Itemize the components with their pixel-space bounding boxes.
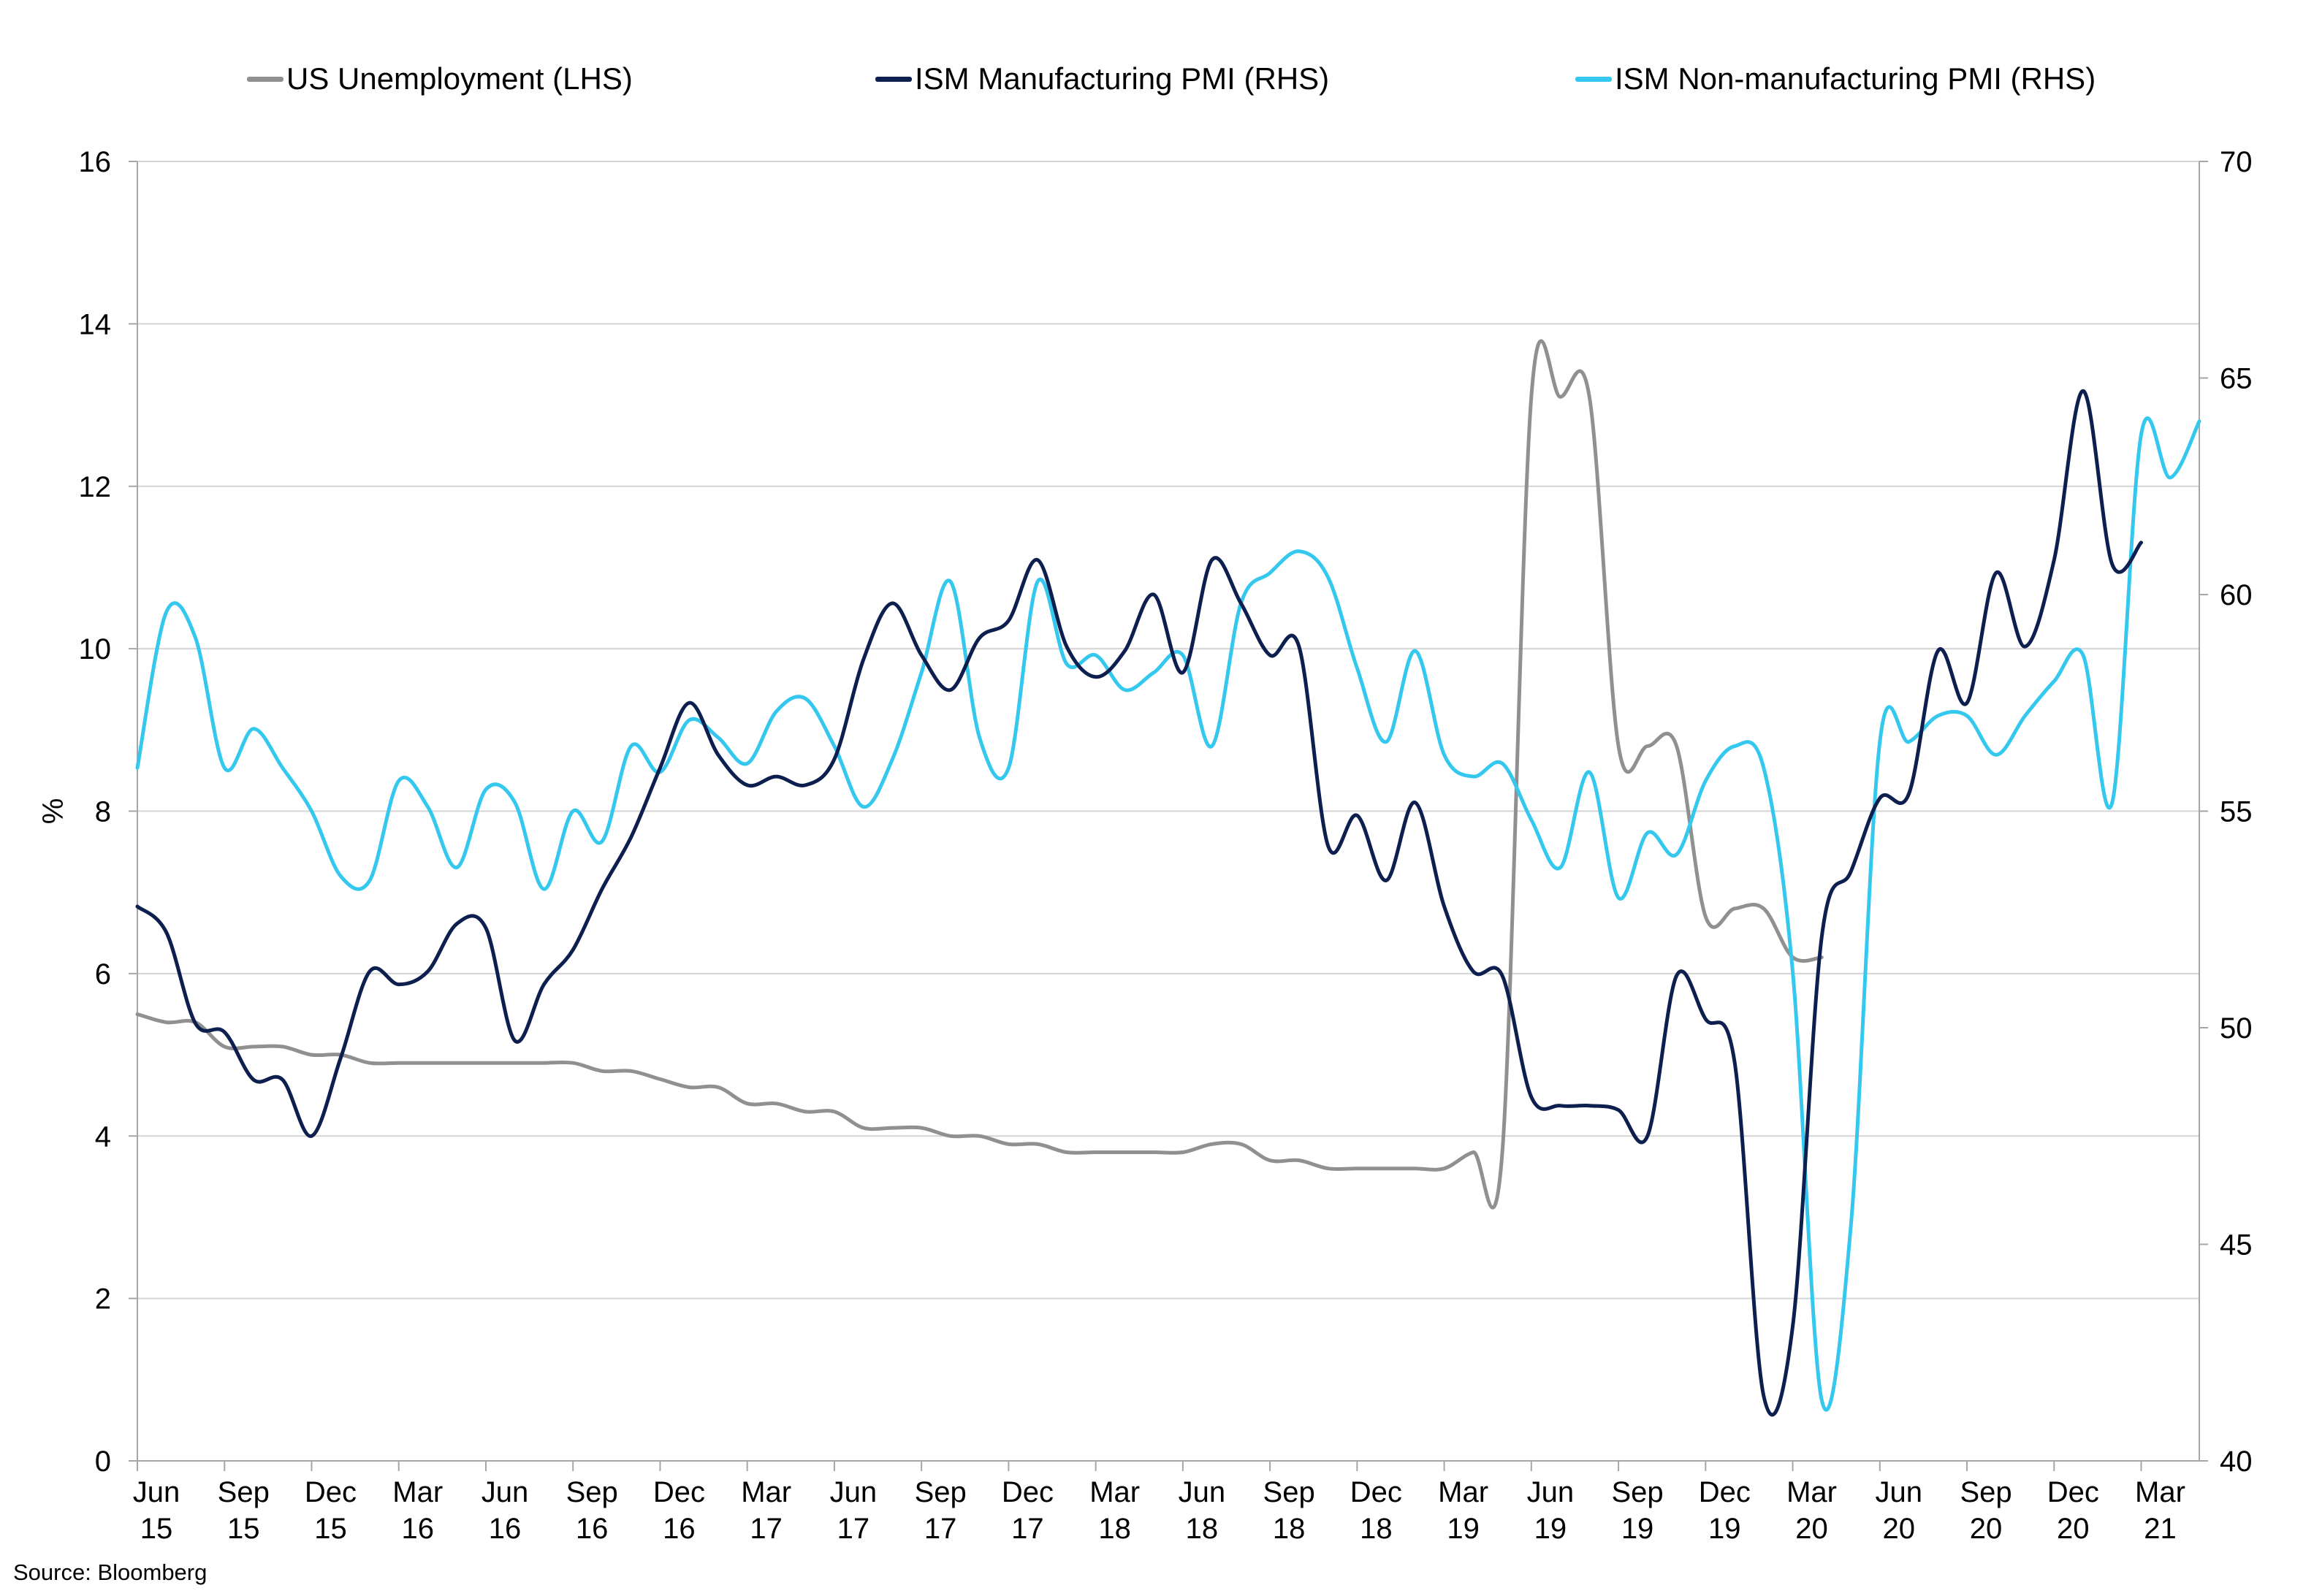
x-tick-label-month: Sep: [1611, 1476, 1663, 1508]
x-tick-label-year: 17: [837, 1513, 870, 1545]
x-tick-label-month: Mar: [2135, 1476, 2185, 1508]
x-tick-label-year: 16: [489, 1513, 522, 1545]
y-right-tick-label: 45: [2220, 1229, 2253, 1261]
x-tick-label-month: Sep: [218, 1476, 270, 1508]
x-tick-label-year: 17: [1011, 1513, 1044, 1545]
x-tick-label-year: 18: [1360, 1513, 1393, 1545]
legend-item-non-manufacturing: ISM Non-manufacturing PMI (RHS): [1575, 57, 2096, 101]
y-right-tick-label: 40: [2220, 1446, 2253, 1478]
y-left-tick-label: 0: [95, 1446, 111, 1478]
x-tick-label-year: 17: [924, 1513, 957, 1545]
y-left-tick-label: 14: [79, 308, 112, 340]
x-tick-label-year: 19: [1621, 1513, 1654, 1545]
x-tick-label-year: 16: [576, 1513, 609, 1545]
y-right-tick-label: 55: [2220, 796, 2253, 828]
x-tick-label-year: 16: [663, 1513, 696, 1545]
legend-swatch-unemployment: [247, 76, 283, 82]
legend-label-manufacturing: ISM Manufacturing PMI (RHS): [915, 61, 1330, 96]
x-tick-label-year: 19: [1447, 1513, 1480, 1545]
series-line-unemployment: [135, 339, 1824, 1210]
x-tick-label-year: 18: [1098, 1513, 1131, 1545]
y-left-tick-label: 8: [95, 796, 111, 828]
x-tick-label-month: Mar: [1089, 1476, 1140, 1508]
x-tick-label-month: Dec: [1002, 1476, 1054, 1508]
x-tick-label-year: 15: [140, 1513, 173, 1545]
y-right-tick-label: 65: [2220, 363, 2253, 395]
legend-label-unemployment: US Unemployment (LHS): [286, 61, 633, 96]
x-tick-label-year: 16: [401, 1513, 434, 1545]
x-tick-label-month: Jun: [1876, 1476, 1923, 1508]
y-left-tick-label: 16: [79, 146, 112, 178]
source-note: Source: Bloomberg: [13, 1559, 208, 1585]
x-tick-label-year: 19: [1708, 1513, 1741, 1545]
y-axis-label: %: [37, 798, 69, 825]
x-tick-label-year: 20: [1970, 1513, 2003, 1545]
x-tick-label-month: Dec: [305, 1476, 357, 1508]
x-tick-label-month: Jun: [1179, 1476, 1226, 1508]
x-tick-label-month: Sep: [1263, 1476, 1315, 1508]
y-left-tick-label: 2: [95, 1283, 111, 1316]
y-right-tick-label: 60: [2220, 579, 2253, 611]
y-left-tick-label: 4: [95, 1120, 111, 1153]
x-tick-label-month: Jun: [830, 1476, 878, 1508]
x-tick-label-month: Sep: [566, 1476, 618, 1508]
x-tick-label-month: Dec: [2047, 1476, 2099, 1508]
x-tick-label-year: 17: [750, 1513, 783, 1545]
x-tick-label-year: 20: [2057, 1513, 2090, 1545]
legend: US Unemployment (LHS) ISM Manufacturing …: [0, 57, 2314, 101]
x-tick-label-month: Jun: [1527, 1476, 1575, 1508]
x-tick-label-month: Dec: [653, 1476, 705, 1508]
y-right-tick-label: 70: [2220, 146, 2253, 178]
y-left-tick-label: 12: [79, 471, 112, 503]
x-tick-label-month: Jun: [133, 1476, 180, 1508]
legend-label-non-manufacturing: ISM Non-manufacturing PMI (RHS): [1615, 61, 2096, 96]
x-tick-label-year: 15: [227, 1513, 260, 1545]
legend-swatch-manufacturing: [875, 76, 912, 82]
legend-item-unemployment: US Unemployment (LHS): [247, 57, 633, 101]
x-tick-label-year: 18: [1186, 1513, 1219, 1545]
x-tick-label-month: Dec: [1350, 1476, 1402, 1508]
x-tick-label-year: 15: [314, 1513, 347, 1545]
x-tick-label-month: Sep: [915, 1476, 967, 1508]
y-right-tick-label: 50: [2220, 1012, 2253, 1045]
x-tick-label-month: Sep: [1960, 1476, 2012, 1508]
series-line-non-manufacturing: [135, 416, 2201, 1412]
x-tick-label-year: 19: [1534, 1513, 1567, 1545]
y-left-tick-label: 10: [79, 633, 112, 665]
x-tick-label-year: 18: [1273, 1513, 1306, 1545]
x-tick-label-month: Mar: [392, 1476, 443, 1508]
x-tick-label-month: Mar: [1786, 1476, 1837, 1508]
x-tick-label-month: Mar: [741, 1476, 791, 1508]
legend-swatch-non-manufacturing: [1575, 76, 1612, 82]
series-line-manufacturing: [135, 389, 2143, 1417]
x-tick-label-year: 21: [2144, 1513, 2177, 1545]
x-tick-label-month: Dec: [1699, 1476, 1751, 1508]
x-tick-label-year: 20: [1883, 1513, 1916, 1545]
x-tick-label-month: Jun: [482, 1476, 529, 1508]
legend-item-manufacturing: ISM Manufacturing PMI (RHS): [875, 57, 1329, 101]
x-tick-label-year: 20: [1795, 1513, 1828, 1545]
y-left-tick-label: 6: [95, 958, 111, 990]
x-tick-label-month: Mar: [1438, 1476, 1488, 1508]
